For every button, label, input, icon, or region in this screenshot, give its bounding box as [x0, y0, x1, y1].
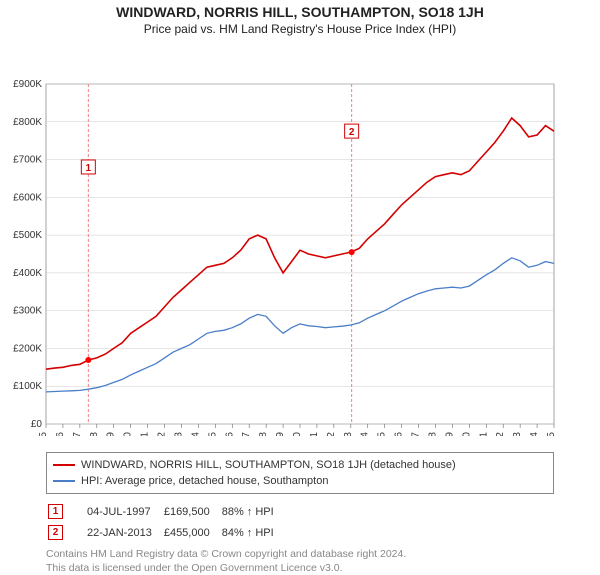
svg-text:1999: 1999 — [106, 432, 117, 436]
svg-text:£300K: £300K — [13, 306, 42, 317]
attribution: Contains HM Land Registry data © Crown c… — [46, 548, 554, 575]
svg-text:2001: 2001 — [140, 432, 151, 436]
legend-row-hpi: HPI: Average price, detached house, Sout… — [53, 473, 547, 489]
svg-text:2004: 2004 — [190, 432, 201, 436]
marker-row-1: 1 04-JUL-1997 £169,500 88% ↑ HPI — [48, 502, 284, 521]
svg-text:2017: 2017 — [411, 432, 422, 436]
svg-text:2013: 2013 — [343, 432, 354, 436]
svg-text:2024: 2024 — [529, 432, 540, 436]
svg-text:2022: 2022 — [495, 432, 506, 436]
svg-text:2008: 2008 — [258, 432, 269, 436]
svg-text:2003: 2003 — [173, 432, 184, 436]
marker-badge-2: 2 — [48, 525, 63, 540]
legend-label-price-paid: WINDWARD, NORRIS HILL, SOUTHAMPTON, SO18… — [81, 459, 456, 471]
svg-text:2: 2 — [349, 127, 355, 138]
svg-text:£0: £0 — [31, 419, 43, 430]
svg-text:2023: 2023 — [512, 432, 523, 436]
chart-subtitle: Price paid vs. HM Land Registry's House … — [0, 22, 600, 36]
svg-text:2007: 2007 — [241, 432, 252, 436]
legend-label-hpi: HPI: Average price, detached house, Sout… — [81, 475, 328, 487]
svg-text:2012: 2012 — [326, 432, 337, 436]
chart-title: WINDWARD, NORRIS HILL, SOUTHAMPTON, SO18… — [0, 0, 600, 20]
chart-container: WINDWARD, NORRIS HILL, SOUTHAMPTON, SO18… — [0, 0, 600, 560]
svg-text:£900K: £900K — [13, 79, 42, 90]
legend: WINDWARD, NORRIS HILL, SOUTHAMPTON, SO18… — [46, 452, 554, 575]
marker-date-2: 22-JAN-2013 — [87, 523, 162, 542]
marker-table: 1 04-JUL-1997 £169,500 88% ↑ HPI 2 22-JA… — [46, 500, 286, 544]
svg-text:1998: 1998 — [89, 432, 100, 436]
svg-text:2005: 2005 — [207, 432, 218, 436]
svg-text:2015: 2015 — [377, 432, 388, 436]
svg-text:2006: 2006 — [224, 432, 235, 436]
svg-text:2020: 2020 — [461, 432, 472, 436]
marker-row-2: 2 22-JAN-2013 £455,000 84% ↑ HPI — [48, 523, 284, 542]
marker-price-2: £455,000 — [164, 523, 220, 542]
svg-text:1996: 1996 — [55, 432, 66, 436]
svg-text:£800K: £800K — [13, 117, 42, 128]
svg-text:2021: 2021 — [478, 432, 489, 436]
legend-row-price-paid: WINDWARD, NORRIS HILL, SOUTHAMPTON, SO18… — [53, 457, 547, 473]
svg-text:2019: 2019 — [444, 432, 455, 436]
svg-text:2025: 2025 — [546, 432, 557, 436]
svg-text:£100K: £100K — [13, 381, 42, 392]
legend-series-box: WINDWARD, NORRIS HILL, SOUTHAMPTON, SO18… — [46, 452, 554, 494]
svg-text:£600K: £600K — [13, 192, 42, 203]
marker-pct-2: 84% ↑ HPI — [222, 523, 284, 542]
legend-swatch-price-paid — [53, 464, 75, 466]
svg-text:1: 1 — [86, 163, 92, 174]
attribution-line-2: This data is licensed under the Open Gov… — [46, 562, 343, 574]
svg-text:2009: 2009 — [275, 432, 286, 436]
attribution-line-1: Contains HM Land Registry data © Crown c… — [46, 548, 406, 560]
marker-date-1: 04-JUL-1997 — [87, 502, 162, 521]
marker-price-1: £169,500 — [164, 502, 220, 521]
svg-text:1995: 1995 — [38, 432, 49, 436]
svg-text:£700K: £700K — [13, 155, 42, 166]
line-chart: £0 £100K £200K £300K £400K £500K £600K £700K £80… — [0, 36, 600, 436]
svg-text:£200K: £200K — [13, 343, 42, 354]
svg-text:2011: 2011 — [309, 432, 320, 436]
svg-text:2000: 2000 — [123, 432, 134, 436]
svg-text:2016: 2016 — [394, 432, 405, 436]
svg-text:2010: 2010 — [292, 432, 303, 436]
legend-swatch-hpi — [53, 480, 75, 482]
svg-text:2014: 2014 — [360, 432, 371, 436]
svg-text:1997: 1997 — [72, 432, 83, 436]
svg-text:£500K: £500K — [13, 230, 42, 241]
marker-pct-1: 88% ↑ HPI — [222, 502, 284, 521]
marker-badge-1: 1 — [48, 504, 63, 519]
svg-text:2018: 2018 — [427, 432, 438, 436]
svg-text:2002: 2002 — [157, 432, 168, 436]
svg-text:£400K: £400K — [13, 268, 42, 279]
